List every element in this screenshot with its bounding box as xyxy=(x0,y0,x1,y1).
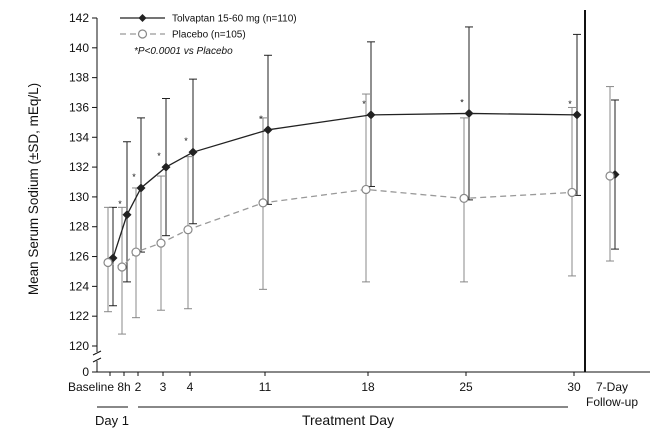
y-tick-label: 130 xyxy=(69,190,89,204)
legend: Tolvaptan 15-60 mg (n=110) Placebo (n=10… xyxy=(120,14,297,57)
y-tick-label: 124 xyxy=(69,279,89,293)
data-point xyxy=(567,187,577,198)
y-axis-ticks: 0 120 122 124 126 128 130 132 134 136 138 140 142 xyxy=(69,11,97,379)
followup-label-line: 7-Day xyxy=(596,380,628,394)
series-lines xyxy=(107,112,578,268)
significance-star: * xyxy=(132,172,136,182)
significance-star: * xyxy=(118,199,122,209)
error-bars xyxy=(104,26,619,335)
significance-star: * xyxy=(460,97,464,107)
series-line xyxy=(107,188,573,268)
y-tick-label: 134 xyxy=(69,130,89,144)
significance-star: * xyxy=(184,136,188,146)
x-tick-label: 18 xyxy=(361,380,375,394)
data-point xyxy=(117,262,127,272)
y-tick-label: 140 xyxy=(69,41,89,55)
data-point xyxy=(366,110,376,120)
legend-label-tolvaptan: Tolvaptan 15-60 mg (n=110) xyxy=(172,14,297,25)
x-tick-label: 4 xyxy=(187,380,194,394)
y-tick-label: 128 xyxy=(69,220,89,234)
data-point xyxy=(464,108,474,118)
series-line xyxy=(112,112,578,259)
y-tick-label: 126 xyxy=(69,250,89,264)
significance-note: *P<0.0001 vs Placebo xyxy=(134,46,233,57)
significance-markers: * * * * * * * * xyxy=(118,97,572,208)
axis-break-mark-2 xyxy=(92,357,102,363)
data-point xyxy=(122,210,132,220)
day1-label: Day 1 xyxy=(95,413,129,428)
treatment-day-label: Treatment Day xyxy=(302,412,394,428)
x-axis-groups: Day 1 Treatment Day xyxy=(95,406,568,428)
x-tick-label: 8h xyxy=(117,380,130,394)
y-tick-label: 132 xyxy=(69,160,89,174)
significance-star: * xyxy=(259,114,263,124)
x-tick-label: 30 xyxy=(567,380,581,394)
axis-break-mark-1 xyxy=(92,350,102,356)
legend-marker-placebo xyxy=(137,29,148,39)
data-point xyxy=(156,238,166,248)
data-point xyxy=(605,171,615,181)
axes-layer xyxy=(92,10,650,373)
data-point xyxy=(263,125,273,135)
y-tick-label: 0 xyxy=(82,365,89,379)
x-tick-label: 3 xyxy=(160,380,167,394)
y-tick-label: 122 xyxy=(69,309,89,323)
data-point xyxy=(572,110,582,120)
y-axis-label: Mean Serum Sodium (±SD, mEq/L) xyxy=(26,83,41,295)
legend-marker-tolvaptan xyxy=(138,14,147,22)
y-tick-label: 120 xyxy=(69,339,89,353)
data-point xyxy=(136,183,146,193)
data-point xyxy=(103,257,113,268)
y-tick-label: 136 xyxy=(69,100,89,114)
y-tick-label: 138 xyxy=(69,71,89,85)
x-tick-label: 25 xyxy=(459,380,473,394)
followup-label-line: Follow-up xyxy=(586,395,638,409)
data-point xyxy=(258,198,268,208)
data-point xyxy=(188,147,198,157)
significance-star: * xyxy=(568,99,572,109)
series-markers xyxy=(103,108,620,272)
data-point xyxy=(131,247,141,257)
x-tick-label: 2 xyxy=(135,380,142,394)
significance-star: * xyxy=(362,99,366,109)
data-point xyxy=(459,193,469,203)
y-tick-label: 142 xyxy=(69,11,89,25)
data-point xyxy=(183,225,193,235)
x-tick-label: Baseline xyxy=(68,380,114,394)
data-point xyxy=(361,184,371,195)
legend-label-placebo: Placebo (n=105) xyxy=(172,30,246,41)
data-point xyxy=(161,162,171,172)
x-tick-label: 11 xyxy=(259,380,272,394)
significance-star: * xyxy=(157,151,161,161)
